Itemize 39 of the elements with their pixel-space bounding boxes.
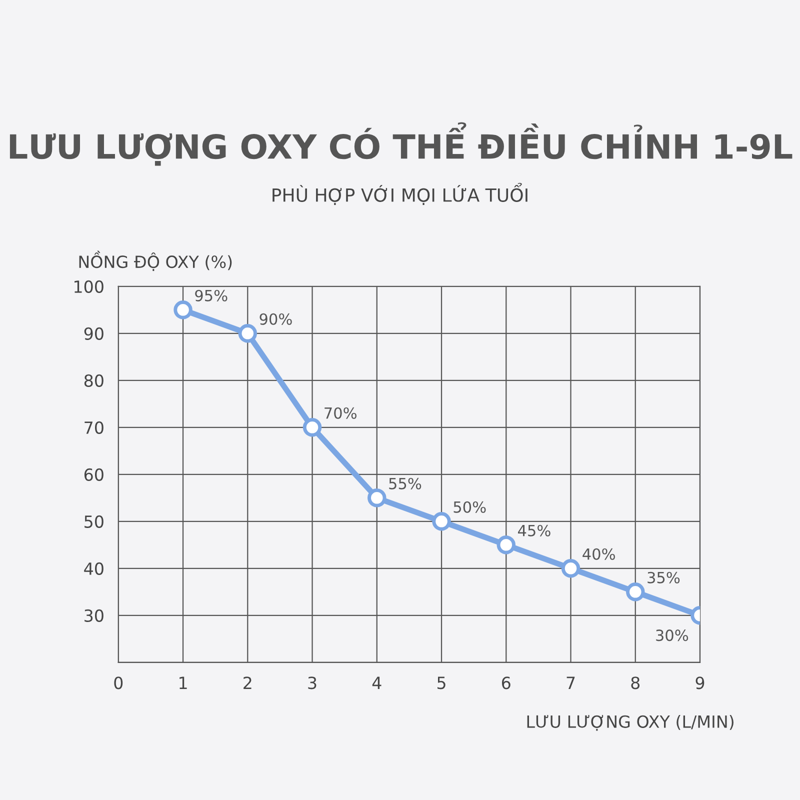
x-axis-title: LƯU LƯỢNG OXY (L/MIN): [527, 715, 734, 731]
y-tick-label: 90: [84, 327, 104, 340]
chart-title: LƯU LƯỢNG OXY CÓ THỂ ĐIỀU CHỈNH 1-9L: [10, 122, 792, 166]
chart-subtitle: PHÙ HỢP VỚI MỌI LỨA TUỔI: [272, 182, 528, 205]
data-label: 95%: [195, 290, 228, 302]
y-tick-label: 40: [84, 562, 104, 575]
y-tick-label: 70: [84, 421, 104, 434]
x-tick-label: 5: [437, 676, 446, 690]
data-label: 30%: [656, 630, 688, 642]
data-label: 55%: [389, 478, 422, 490]
y-tick-label: 80: [84, 374, 104, 387]
x-tick-label: 7: [566, 676, 575, 689]
x-tick-label: 8: [631, 676, 640, 690]
point: [432, 512, 451, 531]
point: [174, 300, 192, 320]
x-tick-label: 3: [308, 676, 316, 690]
y-tick-label: 60: [84, 468, 104, 481]
data-label: 70%: [324, 407, 356, 419]
data-label: 35%: [648, 572, 680, 584]
point: [302, 418, 322, 437]
data-label: 50%: [454, 501, 486, 513]
y-axis-title: NỒNG ĐỘ OXY (%): [79, 250, 232, 271]
x-tick-label: 1: [180, 676, 187, 689]
x-tick-label: 9: [696, 676, 704, 690]
y-tick-label: 100: [74, 280, 104, 293]
data-label: 40%: [582, 548, 615, 560]
data-label: 45%: [518, 524, 550, 536]
point: [238, 324, 258, 343]
point: [368, 488, 386, 508]
y-tick-label: 30: [84, 609, 104, 622]
point: [561, 559, 580, 578]
data-label: 90%: [260, 313, 292, 325]
x-tick-label: 0: [114, 676, 123, 690]
point: [626, 582, 645, 602]
x-tick-label: 2: [244, 676, 252, 689]
y-tick-label: 50: [84, 515, 104, 528]
x-tick-label: 4: [372, 676, 382, 689]
x-tick-label: 6: [502, 676, 510, 690]
point: [496, 536, 516, 554]
